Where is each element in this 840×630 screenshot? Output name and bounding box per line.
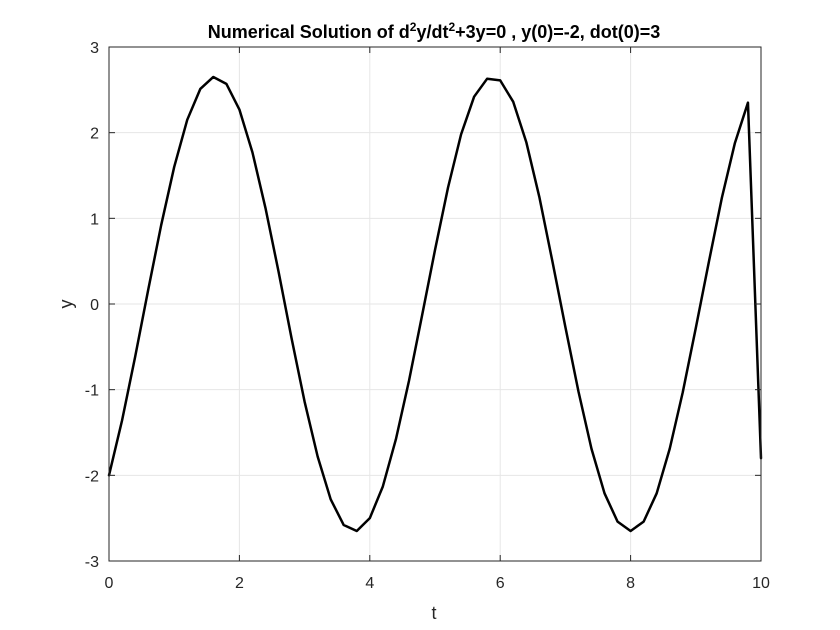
title-superscript-1: 2 (410, 20, 417, 34)
x-tick-label: 2 (235, 575, 244, 592)
title-prefix: Numerical Solution of d (208, 22, 410, 42)
y-tick-label: -3 (85, 554, 99, 571)
series-layer (107, 75, 763, 533)
y-tick-label: 1 (90, 211, 99, 228)
y-tick-labels: -3 -2 -1 0 1 2 3 (85, 40, 99, 571)
x-tick-label: 0 (105, 575, 114, 592)
x-tick-label: 4 (365, 575, 374, 592)
title-suffix: +3y=0 , y(0)=-2, dot(0)=3 (455, 22, 660, 42)
y-axis-label: y (56, 300, 76, 309)
x-tick-labels: 0 2 4 6 8 10 (105, 575, 770, 592)
x-tick-label: 10 (752, 575, 770, 592)
chart-title: Numerical Solution of d2y/dt2+3y=0 , y(0… (208, 20, 661, 42)
y-tick-label: -2 (85, 468, 99, 485)
y-tick-label: -1 (85, 383, 99, 400)
x-tick-label: 6 (496, 575, 505, 592)
title-superscript-2: 2 (448, 20, 455, 34)
x-tick-label: 8 (626, 575, 635, 592)
x-axis-label: t (431, 603, 436, 623)
y-tick-label: 2 (90, 126, 99, 143)
y-tick-label: 3 (90, 40, 99, 57)
series-line (107, 75, 763, 533)
y-tick-label: 0 (90, 297, 99, 314)
tick-marks (108, 46, 762, 562)
title-middle: y/dt (416, 22, 448, 42)
